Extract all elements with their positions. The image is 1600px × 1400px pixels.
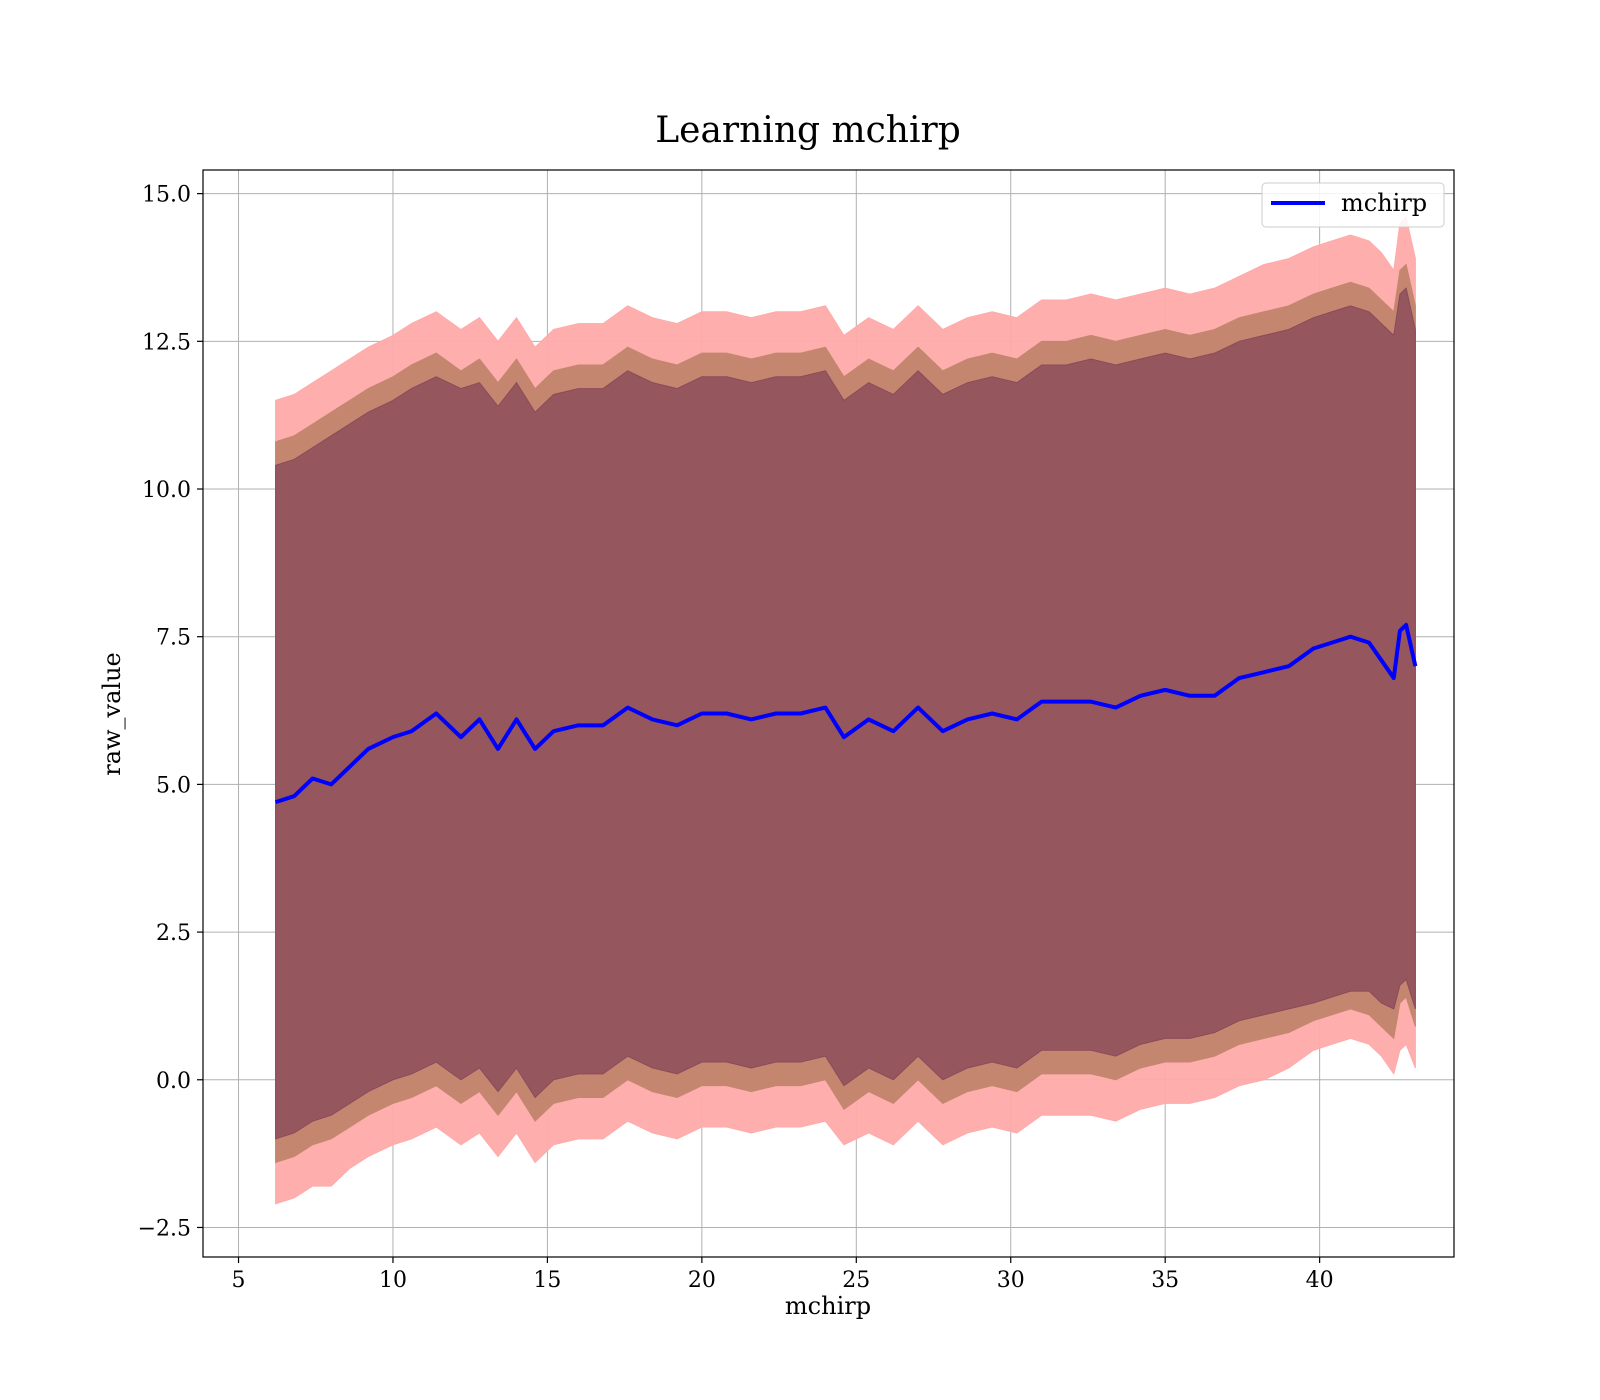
y-tick-label-7: 15.0 — [142, 183, 191, 208]
x-tick-label-3: 20 — [688, 1268, 716, 1293]
legend: mchirp — [1261, 182, 1445, 228]
x-tick-label-1: 10 — [379, 1268, 407, 1293]
y-tick-label-2: 2.5 — [156, 921, 191, 946]
x-tick-label-6: 35 — [1151, 1268, 1179, 1293]
y-tick-label-1: 0.0 — [156, 1069, 191, 1094]
x-axis-label: mchirp — [785, 1292, 871, 1320]
y-tick-label-4: 7.5 — [156, 626, 191, 651]
x-axis-ticks: 5 10 15 20 25 30 35 40 — [232, 1257, 1334, 1293]
legend-label-mchirp: mchirp — [1341, 189, 1427, 217]
plot-frame — [202, 169, 1455, 1258]
y-tick-label-6: 12.5 — [142, 330, 191, 355]
y-axis-label: raw_value — [98, 652, 126, 776]
chart-title: Learning mchirp — [655, 110, 961, 151]
y-tick-label-5: 10.0 — [142, 478, 191, 503]
legend-box — [1261, 182, 1445, 228]
series-group — [274, 622, 1418, 805]
uncertainty-bands — [275, 216, 1416, 1205]
x-tick-label-5: 30 — [997, 1268, 1025, 1293]
x-tick-label-0: 5 — [232, 1268, 246, 1293]
series-line-mchirp — [274, 622, 1418, 805]
x-tick-label-2: 15 — [533, 1268, 561, 1293]
y-tick-label-3: 5.0 — [156, 773, 191, 798]
x-tick-label-7: 40 — [1306, 1268, 1334, 1293]
band-1sigma — [275, 287, 1416, 1140]
y-axis-ticks: −2.5 0.0 2.5 5.0 7.5 10.0 12.5 15.0 — [138, 183, 203, 1241]
x-tick-label-4: 25 — [842, 1268, 870, 1293]
y-tick-label-0: −2.5 — [138, 1216, 191, 1241]
